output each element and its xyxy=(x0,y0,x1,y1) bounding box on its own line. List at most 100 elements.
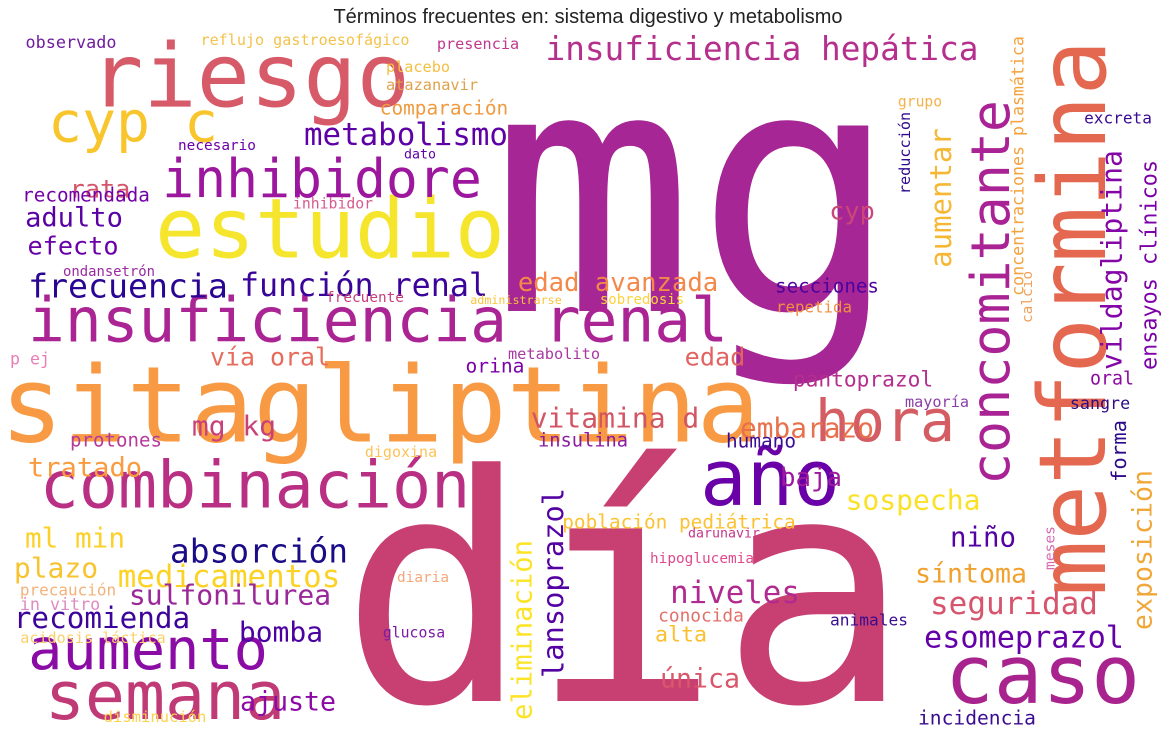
word-vildagliptina: vildagliptina xyxy=(1096,150,1129,370)
word-plazo: plazo xyxy=(14,552,98,585)
word-protones: protones xyxy=(70,429,162,452)
word-meses: meses xyxy=(1042,526,1059,570)
word-mg-kg: mg kg xyxy=(192,410,276,443)
word-insuficiencia-renal: insuficiencia renal xyxy=(28,286,728,357)
word-insuficiencia-hepatica: insuficiencia hepática xyxy=(546,30,979,68)
word-vitamina-d: vitamina d xyxy=(531,402,700,435)
word-ano: año xyxy=(700,434,840,524)
word-sobredosis: sobredosis xyxy=(600,292,684,308)
word-bomba: bomba xyxy=(239,616,323,649)
word-semana: semana xyxy=(45,657,285,735)
word-disminucion: disminución xyxy=(104,708,207,726)
word-presencia: presencia xyxy=(437,35,519,53)
word-ml-min: ml min xyxy=(25,522,125,555)
word-embarazo: embarazo xyxy=(740,412,874,445)
word-precaucion: precaución xyxy=(20,581,116,600)
word-p-ej: p ej xyxy=(10,350,50,369)
word-calcio: calcio xyxy=(1020,271,1036,323)
word-hipoglucemia: hipoglucemia xyxy=(650,551,754,567)
word-tratado: tratado xyxy=(28,453,142,484)
word-digoxina: digoxina xyxy=(365,443,437,461)
word-seguridad: seguridad xyxy=(930,586,1098,622)
word-reflujo-gastroesofagico: reflujo gastroesofágico xyxy=(200,31,409,49)
word-poblacion-pediatrica: población pediátrica xyxy=(562,511,795,534)
word-sangre: sangre xyxy=(1070,393,1130,413)
word-hora: hora xyxy=(815,387,955,455)
word-absorcion: absorción xyxy=(170,532,348,571)
word-edad: edad xyxy=(685,343,746,372)
word-darunavir: darunavir xyxy=(688,527,760,542)
word-secciones: secciones xyxy=(775,275,879,298)
word-metabolito: metabolito xyxy=(508,345,600,363)
word-repetida: repetida xyxy=(776,298,852,317)
word-ondansetron: ondansetrón xyxy=(63,264,155,280)
word-inhibidor: inhibidor xyxy=(293,196,373,213)
word-dato: dato xyxy=(404,148,436,163)
word-administrarse: administrarse xyxy=(470,293,561,307)
word-aumentar: aumentar xyxy=(924,128,958,268)
word-animales: animales xyxy=(830,611,908,630)
word-orina: orina xyxy=(466,355,525,378)
word-baja: baja xyxy=(780,463,842,493)
word-comparacion: comparación xyxy=(380,97,508,120)
word-recomendada: recomendada xyxy=(22,184,150,207)
word-insulina: insulina xyxy=(538,431,628,452)
word-placebo: placebo xyxy=(386,58,450,76)
word-conocida: conocida xyxy=(658,606,744,627)
word-cyp-c: cyp c xyxy=(48,91,218,156)
word-nino: niño xyxy=(950,523,1016,554)
word-efecto: efecto xyxy=(28,232,119,261)
word-concomitante: concomitante xyxy=(960,100,1022,485)
word-caso: caso xyxy=(945,629,1140,723)
word-observado: observado xyxy=(26,32,117,52)
word-ensayos-clinicos: ensayos clínicos xyxy=(1138,160,1163,370)
word-sulfonilurea: sulfonilurea xyxy=(129,579,331,612)
word-humano: humano xyxy=(726,430,796,453)
word-funcion-renal: función renal xyxy=(240,268,488,304)
word-niveles: niveles xyxy=(670,575,800,611)
word-riesgo: riesgo xyxy=(90,25,410,128)
word-ajuste: ajuste xyxy=(240,687,336,718)
word-in-vitro: in vitro xyxy=(20,594,100,614)
word-esomeprazol: esomeprazol xyxy=(924,621,1124,656)
word-reduccion: reducción xyxy=(896,112,914,194)
word-via-oral: vía oral xyxy=(210,343,330,372)
word-unica: única xyxy=(660,664,740,695)
word-edad-avanzada: edad avanzada xyxy=(518,268,718,298)
word-medicamentos: medicamentos xyxy=(118,559,341,595)
word-recomienda: recomienda xyxy=(14,601,190,635)
word-glucosa: glucosa xyxy=(383,625,445,642)
word-cyp: cyp xyxy=(829,197,875,226)
word-grupo: grupo xyxy=(898,94,942,111)
word-atazanavir: atazanavir xyxy=(386,76,478,94)
word-frecuente: frecuente xyxy=(326,290,404,306)
word-sospecha: sospecha xyxy=(846,484,981,517)
word-frecuencia: frecuencia xyxy=(28,267,228,306)
word-eliminacion: eliminación xyxy=(508,540,539,720)
word-acidosis-lactica: acidosis láctica xyxy=(20,629,165,647)
word-combinacion: combinación xyxy=(40,449,470,524)
word-diaria: diaria xyxy=(397,570,449,586)
word-metformina: metformina xyxy=(1019,40,1127,596)
word-excreta: excreta xyxy=(1084,109,1152,128)
word-concentraciones-plasmatica: concentraciones plasmática xyxy=(1009,36,1028,296)
word-sitagliptina: sitagliptina xyxy=(0,344,760,467)
page-title: Términos frecuentes en: sistema digestiv… xyxy=(333,6,843,28)
word-estudio: estudio xyxy=(155,181,505,278)
word-sintoma: síntoma xyxy=(915,559,1027,590)
word-aumento: aumento xyxy=(28,617,268,683)
word-oral: oral xyxy=(1090,369,1134,390)
word-mg: mg xyxy=(490,0,900,392)
word-necesario: necesario xyxy=(178,138,256,154)
word-forma: forma xyxy=(1107,420,1131,482)
word-mayoria: mayoría xyxy=(905,393,969,411)
word-metabolismo: metabolismo xyxy=(304,117,508,153)
word-lansoprazol: lansoprazol xyxy=(536,488,570,678)
word-rata: rata xyxy=(70,175,131,204)
word-adulto: adulto xyxy=(25,203,123,234)
word-dia: día xyxy=(340,409,910,737)
word-pantoprazol: pantoprazol xyxy=(793,367,933,392)
word-exposicion: exposición xyxy=(1128,470,1159,630)
